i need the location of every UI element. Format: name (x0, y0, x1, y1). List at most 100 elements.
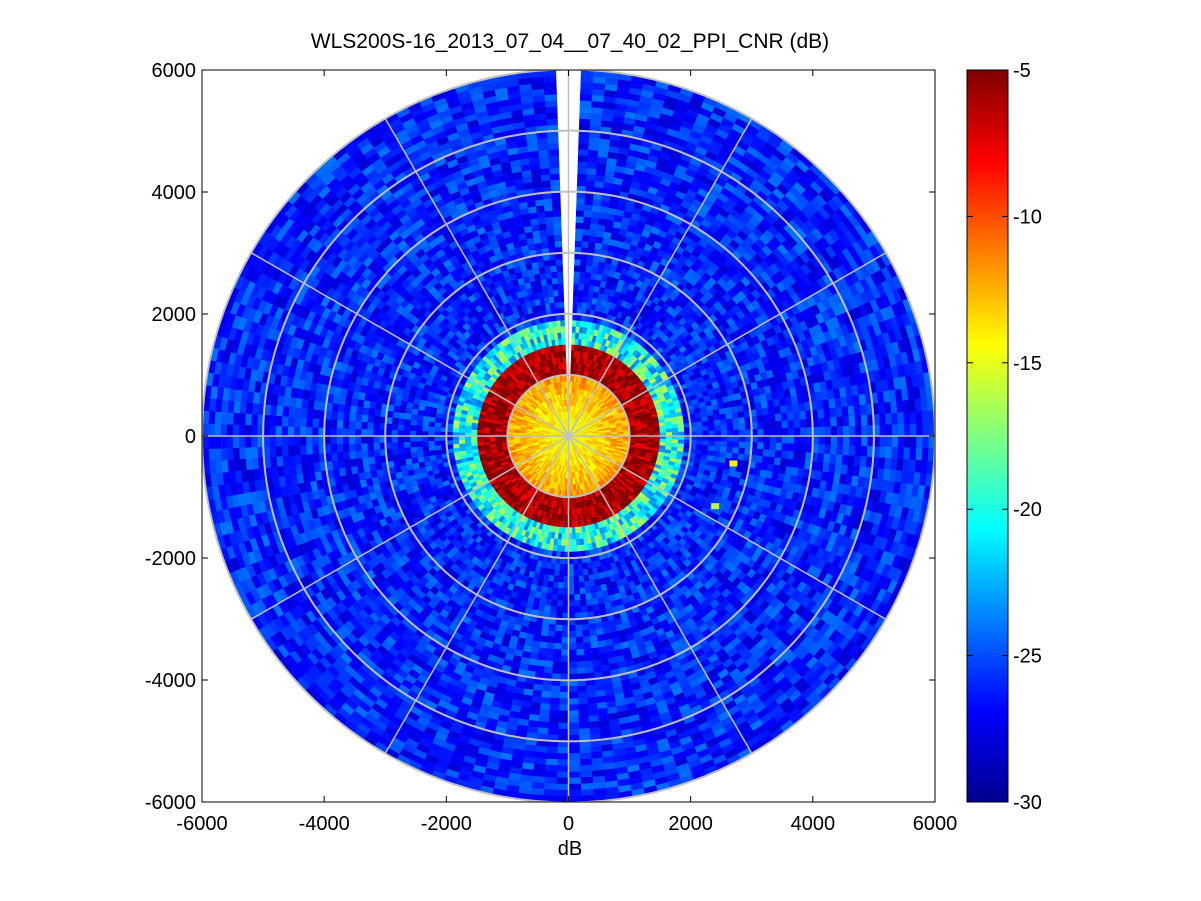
ppi-cell (573, 587, 580, 596)
ppi-cell (708, 430, 716, 437)
ppi-cell (409, 446, 417, 453)
ppi-cell (585, 265, 593, 274)
ppi-cell (568, 582, 575, 590)
ppi-cell (482, 438, 490, 443)
ppi-cell (568, 576, 574, 583)
ppi-cell (556, 319, 562, 328)
ppi-cell (560, 331, 566, 339)
ppi-cell (720, 446, 728, 453)
ppi-cell (552, 289, 560, 297)
ppi-cell (433, 426, 441, 432)
ppi-cell (578, 581, 585, 589)
ppi-cell (582, 574, 590, 583)
ppi-cell (726, 424, 734, 431)
ppi-cell (415, 424, 423, 432)
ppi-cell (398, 452, 406, 461)
ppi-cell (702, 425, 710, 432)
ppi-cell (707, 445, 716, 452)
ppi-cell (725, 412, 733, 420)
ppi-cell (579, 271, 587, 279)
ppi-cell (560, 325, 566, 333)
ppi-cell (557, 587, 564, 596)
ppi-cell (452, 443, 460, 449)
ppi-cell (708, 435, 716, 442)
ppi-cell (677, 423, 685, 429)
ppi-cell (677, 439, 685, 445)
ppi-cell (653, 429, 661, 434)
ppi-cell (476, 438, 484, 443)
ppi-cell (562, 582, 569, 590)
ppi-cell (707, 415, 715, 422)
ppi-cell (416, 450, 424, 458)
ppi-cell (573, 289, 580, 297)
ppi-cell (403, 418, 411, 426)
ppi-cell (563, 362, 567, 370)
ppi-cell (544, 598, 552, 607)
ppi-cell (560, 545, 566, 553)
ppi-cell (720, 440, 728, 448)
ppi-cell (415, 435, 423, 442)
ppi-cell (577, 575, 585, 583)
ppi-cell (546, 283, 554, 292)
ppi-cell (562, 350, 567, 358)
ppi-cell (695, 421, 703, 428)
ppi-cell (659, 428, 667, 434)
ppi-cell (732, 435, 740, 443)
ppi-cell (470, 438, 478, 444)
ppi-cell (571, 527, 576, 535)
ppi-cell (556, 270, 564, 278)
ppi-cell (665, 428, 673, 433)
ppi-cell (415, 440, 423, 448)
ppi-cell (732, 447, 740, 455)
ppi-cell (553, 295, 560, 303)
chart-title: WLS200S-16_2013_07_04__07_40_02_PPI_CNR … (310, 30, 830, 53)
ppi-cell (403, 435, 411, 443)
ppi-cell (714, 430, 722, 437)
ppi-cell (403, 424, 411, 431)
ppi-cell (578, 277, 586, 285)
ppi-cell (404, 452, 412, 460)
ppi-cell (561, 344, 566, 352)
ppi-cell (572, 301, 579, 309)
ppi-cell (571, 520, 576, 528)
ppi-cell (702, 440, 710, 447)
ppi-cell (647, 429, 655, 434)
ppi-cell (415, 430, 423, 437)
ppi-cell (584, 592, 592, 601)
ppi-cell (571, 319, 577, 327)
ppi-cell (403, 429, 411, 437)
ppi-cell (562, 594, 569, 602)
ppi-cell (571, 533, 577, 541)
ppi-cell (720, 435, 728, 442)
ppi-cell (573, 581, 580, 589)
ppi-cell (428, 445, 436, 452)
ppi-cell (579, 599, 587, 607)
ppi-cell (397, 435, 405, 443)
ppi-cell (550, 271, 558, 279)
ppi-cell (568, 600, 575, 608)
ppi-cell (409, 430, 417, 437)
ppi-cell (571, 545, 577, 553)
ppi-cell (573, 575, 580, 583)
ppi-cell (434, 444, 442, 451)
ppi-cell (397, 441, 405, 449)
ppi-cell (726, 435, 734, 443)
ppi-cell (573, 264, 581, 272)
ppi-cell (422, 450, 430, 457)
ppi-cell (568, 594, 575, 602)
ppi-cell (558, 569, 565, 577)
ppi-cell (732, 423, 740, 431)
ppi-cell (575, 544, 581, 553)
ppi-cell (572, 563, 579, 571)
ppi-cell (732, 417, 740, 425)
ppi-cell (557, 276, 564, 285)
ppi-cell (458, 439, 466, 445)
ppi-cell (572, 569, 579, 577)
ppi-cell (397, 447, 405, 455)
ppi-cell (421, 425, 429, 432)
ppi-cell (696, 440, 704, 446)
ppi-cell (452, 439, 460, 445)
ppi-cell (713, 419, 722, 427)
ppi-cell (397, 429, 405, 437)
